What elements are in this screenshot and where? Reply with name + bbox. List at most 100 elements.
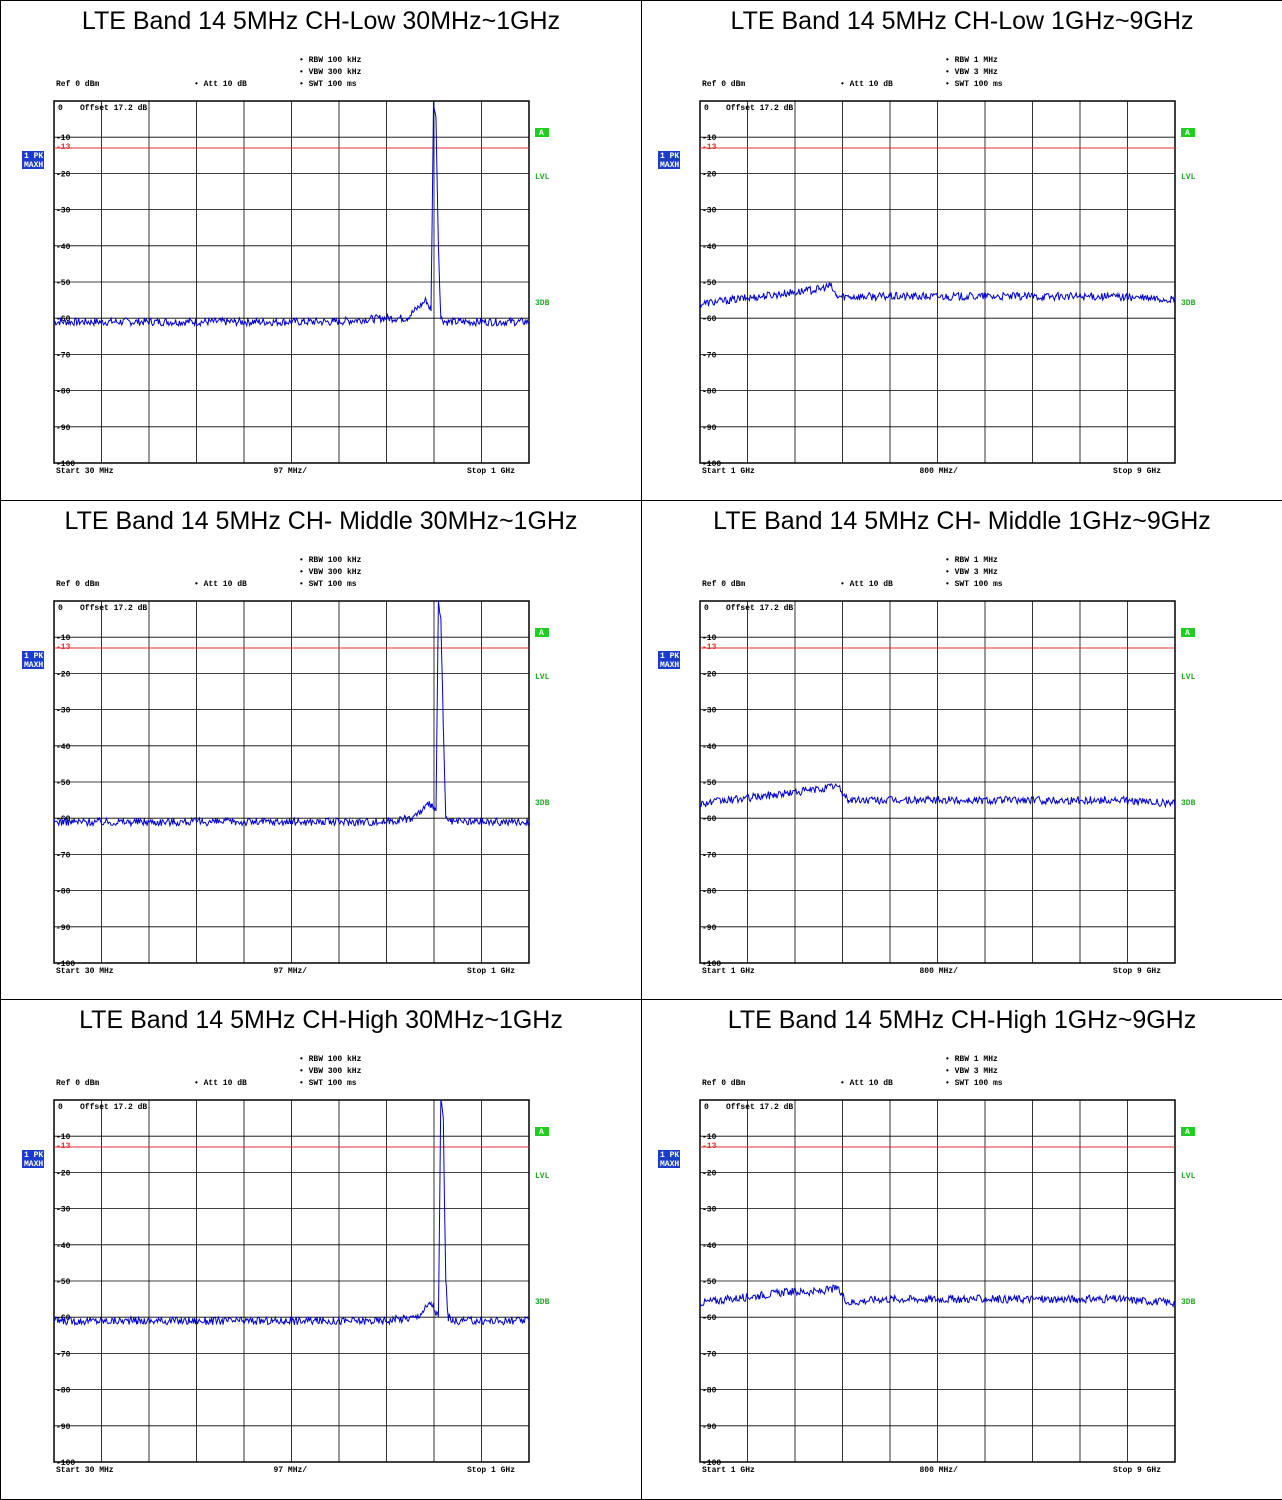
y-tick-label: -80 bbox=[702, 1387, 717, 1396]
y-tick-label: 0 bbox=[58, 1103, 63, 1112]
rbw-label: • RBW 100 kHz bbox=[299, 1055, 362, 1064]
lvl-label: LVL bbox=[535, 673, 550, 682]
y-tick-label: -50 bbox=[702, 1278, 717, 1287]
status-indicator-label: A bbox=[1185, 129, 1190, 138]
y-tick-label: -80 bbox=[702, 388, 717, 397]
offset-label: Offset 17.2 dB bbox=[726, 1103, 793, 1112]
panel-cell: LTE Band 14 5MHz CH-High 1GHz~9GHz• RBW … bbox=[642, 1000, 1282, 1500]
panel-title: LTE Band 14 5MHz CH- Middle 1GHz~9GHz bbox=[642, 504, 1282, 538]
y-tick-label: 0 bbox=[58, 604, 63, 613]
y-tick-label: -20 bbox=[702, 170, 717, 179]
attenuation-label: • Att 10 dB bbox=[194, 580, 247, 589]
y-tick-label: -20 bbox=[56, 1169, 71, 1178]
trace-badge-label: 1 PK bbox=[24, 1151, 43, 1160]
attenuation-label: • Att 10 dB bbox=[194, 80, 247, 89]
trace-badge-mode: MAXH bbox=[660, 161, 679, 170]
y-tick-label: -40 bbox=[56, 743, 71, 752]
y-tick-label: -60 bbox=[702, 1314, 717, 1323]
vbw-label: • VBW 300 kHz bbox=[299, 68, 362, 77]
rbw-label: • RBW 100 kHz bbox=[299, 556, 362, 565]
x-division-label: 800 MHz/ bbox=[920, 467, 959, 476]
trace-badge-mode: MAXH bbox=[24, 661, 43, 670]
x-stop-label: Stop 9 GHz bbox=[1113, 1466, 1161, 1475]
rbw-label: • RBW 100 kHz bbox=[299, 56, 362, 65]
y-tick-label: -50 bbox=[56, 1278, 71, 1287]
y-tick-label: -90 bbox=[702, 424, 717, 433]
y-tick-label: -20 bbox=[56, 170, 71, 179]
ref-level-label: Ref 0 dBm bbox=[702, 580, 745, 589]
x-division-label: 97 MHz/ bbox=[274, 967, 308, 976]
y-tick-label: -20 bbox=[702, 1169, 717, 1178]
lvl-label: LVL bbox=[535, 173, 550, 182]
offset-label: Offset 17.2 dB bbox=[726, 104, 793, 113]
panel-title: LTE Band 14 5MHz CH-Low 30MHz~1GHz bbox=[1, 4, 641, 38]
trace-badge-label: 1 PK bbox=[24, 652, 43, 661]
limit-line-label: -13 bbox=[56, 1142, 71, 1151]
threedb-label: 3DB bbox=[535, 1298, 550, 1307]
swt-label: • SWT 100 ms bbox=[299, 80, 357, 89]
swt-label: • SWT 100 ms bbox=[299, 1079, 357, 1088]
y-tick-label: -80 bbox=[56, 888, 71, 897]
x-division-label: 97 MHz/ bbox=[274, 1466, 308, 1475]
lvl-label: LVL bbox=[1181, 1172, 1196, 1181]
threedb-label: 3DB bbox=[535, 799, 550, 808]
x-division-label: 800 MHz/ bbox=[920, 967, 959, 976]
lvl-label: LVL bbox=[1181, 673, 1196, 682]
x-stop-label: Stop 9 GHz bbox=[1113, 967, 1161, 976]
offset-label: Offset 17.2 dB bbox=[80, 104, 147, 113]
y-tick-label: -20 bbox=[56, 670, 71, 679]
y-tick-label: 0 bbox=[704, 604, 709, 613]
limit-line-label: -13 bbox=[702, 643, 717, 652]
attenuation-label: • Att 10 dB bbox=[194, 1079, 247, 1088]
y-tick-label: -80 bbox=[56, 1387, 71, 1396]
y-tick-label: -70 bbox=[702, 851, 717, 860]
panel-cell: LTE Band 14 5MHz CH- Middle 30MHz~1GHz• … bbox=[1, 501, 642, 1000]
y-tick-label: 0 bbox=[704, 1103, 709, 1112]
attenuation-label: • Att 10 dB bbox=[840, 580, 893, 589]
y-tick-label: -90 bbox=[702, 1423, 717, 1432]
y-tick-label: -90 bbox=[702, 924, 717, 933]
x-start-label: Start 1 GHz bbox=[702, 467, 755, 476]
y-tick-label: -10 bbox=[56, 634, 71, 643]
vbw-label: • VBW 300 kHz bbox=[299, 1067, 362, 1076]
trace-badge-mode: MAXH bbox=[660, 661, 679, 670]
y-tick-label: -70 bbox=[56, 351, 71, 360]
y-tick-label: -50 bbox=[702, 279, 717, 288]
panel-cell: LTE Band 14 5MHz CH-Low 30MHz~1GHz • RBW … bbox=[1, 1, 642, 501]
y-tick-label: -40 bbox=[56, 243, 71, 252]
panel-cell: LTE Band 14 5MHz CH- Middle 1GHz~9GHz• R… bbox=[642, 501, 1282, 1000]
y-tick-label: -70 bbox=[56, 851, 71, 860]
trace-badge-label: 1 PK bbox=[660, 152, 679, 161]
vbw-label: • VBW 3 MHz bbox=[945, 568, 998, 577]
y-tick-label: -90 bbox=[56, 424, 71, 433]
status-indicator-label: A bbox=[539, 629, 544, 638]
ref-level-label: Ref 0 dBm bbox=[56, 80, 99, 89]
panel-cell: LTE Band 14 5MHz CH-High 30MHz~1GHz • RBW… bbox=[1, 1000, 642, 1500]
y-tick-label: -70 bbox=[702, 351, 717, 360]
ref-level-label: Ref 0 dBm bbox=[702, 1079, 745, 1088]
y-tick-label: -10 bbox=[702, 634, 717, 643]
trace-badge-label: 1 PK bbox=[660, 1151, 679, 1160]
y-tick-label: -30 bbox=[702, 207, 717, 216]
trace-badge-mode: MAXH bbox=[660, 1160, 679, 1169]
y-tick-label: -90 bbox=[56, 924, 71, 933]
panel-title: LTE Band 14 5MHz CH- Middle 30MHz~1GHz bbox=[1, 504, 641, 538]
x-stop-label: Stop 1 GHz bbox=[467, 1466, 515, 1475]
y-tick-label: -40 bbox=[56, 1242, 71, 1251]
status-indicator-label: A bbox=[539, 129, 544, 138]
x-start-label: Start 30 MHz bbox=[56, 1466, 114, 1475]
x-stop-label: Stop 9 GHz bbox=[1113, 467, 1161, 476]
attenuation-label: • Att 10 dB bbox=[840, 80, 893, 89]
x-division-label: 97 MHz/ bbox=[274, 467, 308, 476]
y-tick-label: -40 bbox=[702, 743, 717, 752]
y-tick-label: -20 bbox=[702, 670, 717, 679]
rbw-label: • RBW 1 MHz bbox=[945, 1055, 998, 1064]
y-tick-label: -50 bbox=[702, 779, 717, 788]
panel-title: LTE Band 14 5MHz CH-High 30MHz~1GHz bbox=[1, 1003, 641, 1037]
status-indicator-label: A bbox=[1185, 1128, 1190, 1137]
rbw-label: • RBW 1 MHz bbox=[945, 56, 998, 65]
swt-label: • SWT 100 ms bbox=[945, 1079, 1003, 1088]
spectrum-plot: • RBW 100 kHz• VBW 300 kHz• SWT 100 msRe… bbox=[1, 541, 641, 981]
